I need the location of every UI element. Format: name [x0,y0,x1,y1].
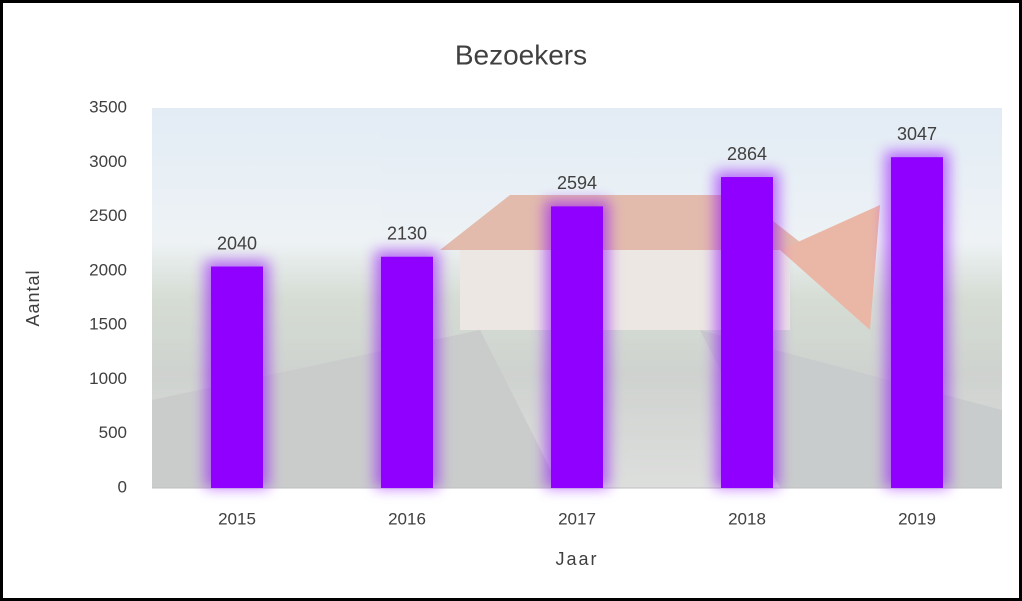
data-label: 2594 [557,173,597,193]
bar [211,267,263,488]
y-tick-label: 1000 [89,369,127,388]
chart: Bezoekers Jaar Aantal 0 500 1000 1500 2000 25… [0,0,1022,601]
x-tick-label: 2018 [728,509,766,528]
data-label: 2864 [727,144,767,164]
y-tick-label: 500 [99,423,127,442]
chart-title: Bezoekers [455,39,587,70]
x-tick-label: 2016 [388,509,426,528]
x-axis-label: Jaar [555,549,598,569]
bar [381,257,433,488]
x-tick-label: 2019 [898,509,936,528]
data-label: 3047 [897,124,937,144]
x-tick-label: 2017 [558,509,596,528]
y-tick-label: 3500 [89,97,127,116]
x-tick-label: 2015 [218,509,256,528]
y-axis-label: Aantal [23,269,43,326]
y-tick-label: 0 [118,477,127,496]
bar [721,177,773,488]
bar [891,157,943,488]
data-label: 2130 [387,223,427,243]
y-tick-label: 1500 [89,315,127,334]
y-tick-label: 3000 [89,152,127,171]
y-tick-label: 2000 [89,260,127,279]
y-tick-label: 2500 [89,206,127,225]
bar [551,206,603,488]
data-label: 2040 [217,233,257,253]
